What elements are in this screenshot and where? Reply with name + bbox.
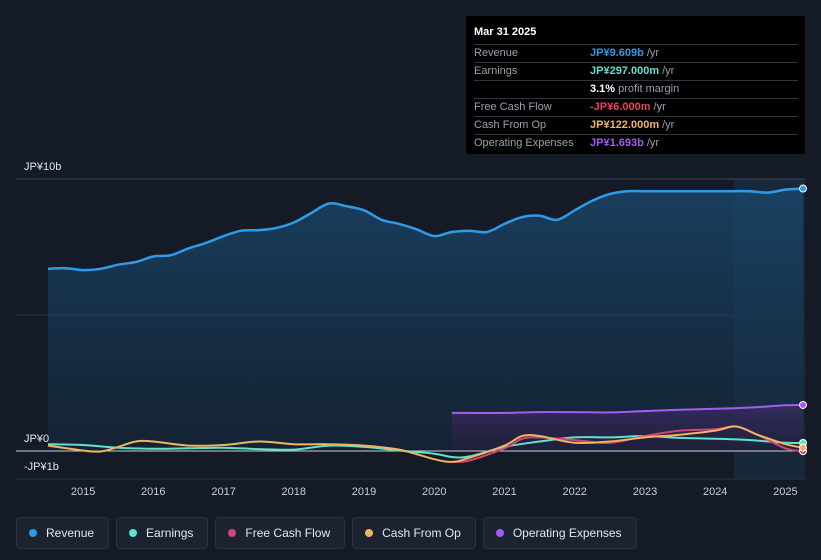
tooltip-label [474,81,590,98]
y-label-zero: JP¥0 [24,433,49,445]
tooltip-row: Cash From Op JP¥122.000m/yr [474,117,798,135]
tooltip-row: 3.1% profit margin [474,81,798,99]
cash-from-op-line [47,425,804,463]
legend-dot-icon [129,529,138,537]
tooltip-label: Revenue [474,47,519,59]
revenue-area [48,188,803,451]
x-tick-label: 2021 [492,486,516,498]
tooltip-value: JP¥297.000m [590,65,660,77]
tooltip-label: Operating Expenses [474,137,574,149]
operating-expenses-end-point [799,400,807,409]
tooltip-value: JP¥9.609b [590,47,644,59]
legend-dot-icon [29,529,37,537]
legend-label: Cash From Op [382,526,461,540]
x-tick-label: 2015 [71,486,95,498]
x-tick-label: 2023 [633,486,657,498]
y-label-top: JP¥10b [24,161,61,173]
tooltip: Mar 31 2025 Revenue JP¥9.609b/yr Earnings J… [466,16,805,154]
tooltip-row: Free Cash Flow -JP¥6.000m/yr [474,99,798,117]
x-tick-label: 2024 [703,486,727,498]
x-tick-label: 2019 [352,486,376,498]
x-tick-label: 2025 [773,486,797,498]
tooltip-unit: /yr [646,47,660,59]
tooltip-unit: /yr [653,101,666,113]
legend-label: Earnings [146,526,194,540]
tooltip-unit: profit margin [618,83,680,95]
x-tick-label: 2018 [282,486,306,498]
tooltip-row: Operating Expenses JP¥1.693b/yr [474,135,798,152]
x-tick-label: 2022 [562,486,586,498]
legend-label: Operating Expenses [512,526,622,540]
legend-dot-icon [495,529,504,537]
tooltip-value: JP¥1.693b [590,137,644,149]
legend-item-cash-from-op[interactable]: Cash From Op [352,517,476,549]
legend-dot-icon [365,529,374,537]
legend-item-revenue[interactable]: Revenue [16,517,110,549]
tooltip-row: Revenue JP¥9.609b/yr [474,45,798,63]
tooltip-date: Mar 31 2025 [474,24,798,45]
legend-item-operating-expenses[interactable]: Operating Expenses [482,517,637,549]
tooltip-row: Earnings JP¥297.000m/yr [474,63,798,81]
tooltip-value: JP¥122.000m [590,119,660,131]
x-tick-label: 2020 [422,486,446,498]
revenue-end-point [799,184,807,193]
tooltip-label: Free Cash Flow [474,101,552,113]
cash-from-op-end-point [799,443,807,452]
tooltip-value: -JP¥6.000m [590,101,651,113]
tooltip-label: Earnings [474,65,518,77]
x-tick-label: 2016 [141,486,165,498]
legend-label: Free Cash Flow [245,526,331,540]
chart: JP¥10b JP¥0 -JP¥1b 2015 2016 2017 2018 2019 2… [16,161,807,498]
tooltip-unit: /yr [662,65,675,77]
earnings-line [47,434,804,459]
legend-item-free-cash-flow[interactable]: Free Cash Flow [215,517,346,549]
operating-expenses-line [451,403,804,414]
tooltip-unit: /yr [646,137,660,149]
tooltip-value: 3.1% [590,83,616,95]
revenue-line [47,187,804,272]
legend-item-earnings[interactable]: Earnings [116,517,209,549]
legend-dot-icon [228,529,237,537]
x-tick-label: 2017 [211,486,235,498]
tooltip-unit: /yr [662,119,675,131]
legend-label: Revenue [46,526,95,540]
y-label-neg: -JP¥1b [24,461,59,473]
tooltip-label: Cash From Op [474,119,547,131]
legend: Revenue Earnings Free Cash Flow Cash From O… [16,517,637,549]
